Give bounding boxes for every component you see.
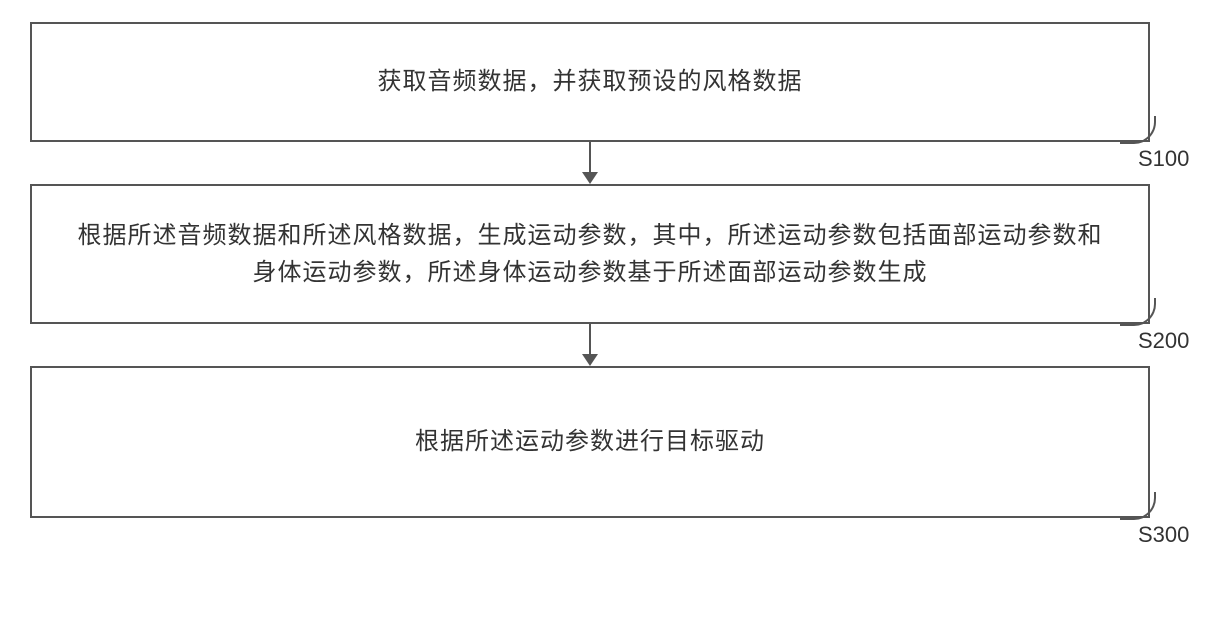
arrow-line — [589, 142, 591, 172]
step-label-3: S300 — [1146, 492, 1206, 548]
flow-box-1: 获取音频数据，并获取预设的风格数据 — [30, 22, 1150, 142]
arrow-head-icon — [582, 172, 598, 184]
hook-icon — [1120, 298, 1156, 326]
flowchart-container: 获取音频数据，并获取预设的风格数据 S100 根据所述音频数据和所述风格数据，生… — [30, 22, 1200, 518]
hook-icon — [1120, 492, 1156, 520]
flow-box-3-text: 根据所述运动参数进行目标驱动 — [415, 423, 765, 460]
flow-box-2-text: 根据所述音频数据和所述风格数据，生成运动参数，其中，所述运动参数包括面部运动参数… — [72, 217, 1108, 291]
step-label-3-text: S300 — [1138, 522, 1189, 548]
flow-step-2: 根据所述音频数据和所述风格数据，生成运动参数，其中，所述运动参数包括面部运动参数… — [30, 184, 1200, 324]
arrow-line — [589, 324, 591, 354]
flow-box-2: 根据所述音频数据和所述风格数据，生成运动参数，其中，所述运动参数包括面部运动参数… — [30, 184, 1150, 324]
step-label-2-text: S200 — [1138, 328, 1189, 354]
step-label-1-text: S100 — [1138, 146, 1189, 172]
flow-step-1: 获取音频数据，并获取预设的风格数据 S100 — [30, 22, 1200, 142]
step-label-1: S100 — [1146, 116, 1206, 172]
flow-box-3: 根据所述运动参数进行目标驱动 — [30, 366, 1150, 518]
step-label-2: S200 — [1146, 298, 1206, 354]
flow-box-1-text: 获取音频数据，并获取预设的风格数据 — [378, 63, 803, 100]
hook-icon — [1120, 116, 1156, 144]
arrow-2-3 — [30, 324, 1150, 366]
arrow-head-icon — [582, 354, 598, 366]
flow-step-3: 根据所述运动参数进行目标驱动 S300 — [30, 366, 1200, 518]
arrow-1-2 — [30, 142, 1150, 184]
